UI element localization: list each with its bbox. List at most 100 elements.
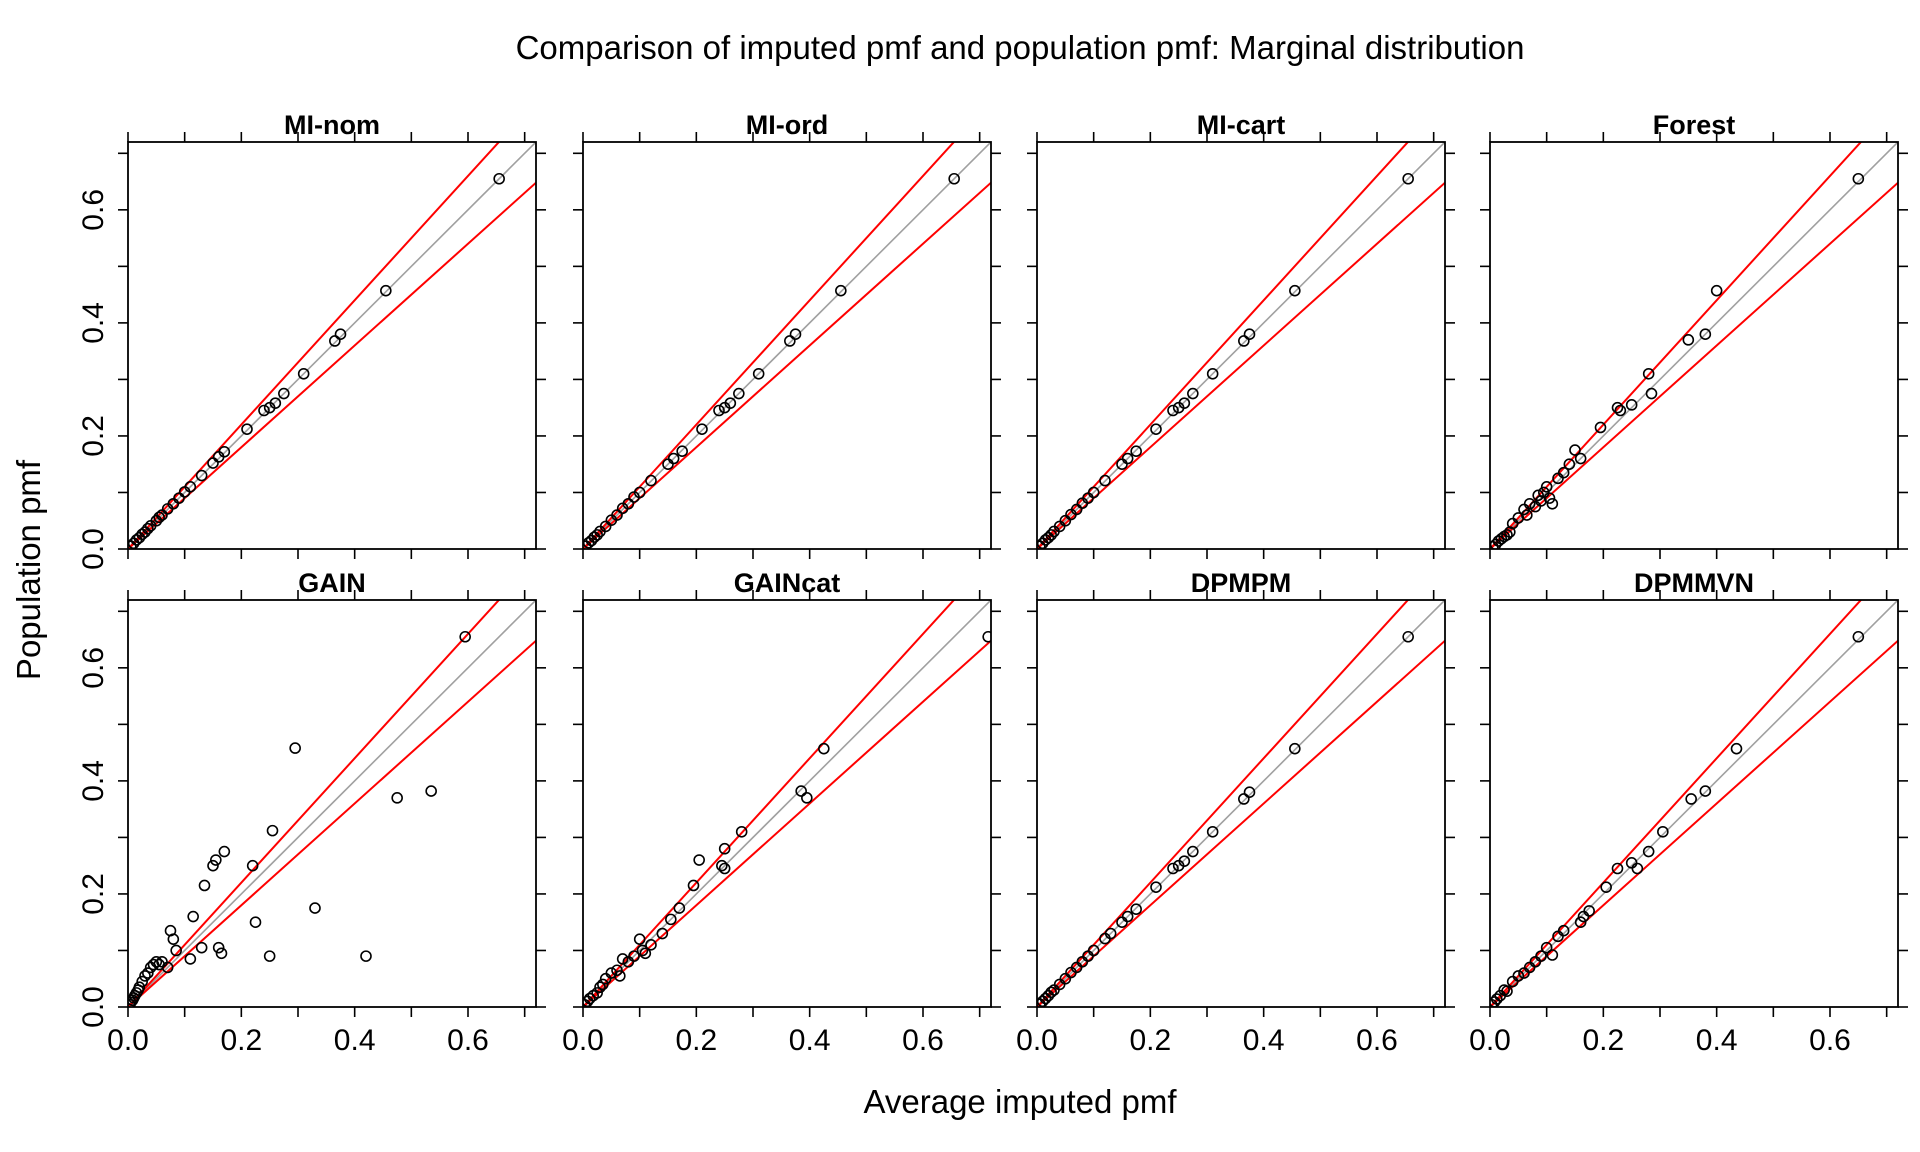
y-axis-label: Population pmf [10,459,47,680]
data-point [1167,404,1179,417]
data-point [1682,334,1695,346]
data-point [391,792,403,804]
data-point [696,423,708,435]
axis-ticks [1480,132,1908,559]
data-point [218,845,231,858]
data-point [1574,916,1587,929]
x-tick-label: 0.0 [562,1024,604,1057]
bound-line [583,142,956,549]
data-point [611,964,623,977]
x-tick-label: 0.2 [1129,1024,1171,1057]
data-point [1402,172,1414,185]
data-point [713,404,725,417]
data-point [718,842,731,855]
data-point [645,939,657,951]
data-point [249,916,262,929]
data-point [1187,387,1199,400]
data-point [215,947,228,960]
data-point [195,941,208,954]
data-point [835,284,847,297]
data-point [1187,845,1199,858]
panel-title: MI-cart [1197,110,1286,140]
data-point [184,953,197,965]
reference-lines [583,600,991,1007]
reference-lines [583,142,991,549]
data-point [1642,845,1655,858]
data-point [133,981,146,994]
data-point [1535,950,1547,962]
axis-ticks [573,132,1001,559]
data-point [676,445,688,458]
y-tick-label: 0.2 [77,873,110,915]
data-points [1037,630,1414,1007]
x-tick-label: 0.0 [107,1024,149,1057]
data-point [735,825,748,838]
reference-lines [128,600,536,1007]
data-point [636,944,649,957]
data-point [1130,903,1142,916]
data-point [153,511,165,524]
panel-mi-nom: MI-nom 0.0 0.2 0.4 0.6 [77,110,546,570]
data-point [784,335,796,347]
reference-lines [1037,142,1445,549]
y-tick-label: 0.6 [77,189,110,231]
data-point [1625,399,1638,411]
panel-mi-ord: MI-ord [573,110,1001,559]
plot-frame [582,141,992,550]
plot-frame [127,599,537,1008]
data-point [1243,328,1256,340]
data-point [1238,793,1250,805]
data-point [693,854,705,866]
data-point [639,947,652,960]
y-tick-label: 0.6 [77,647,110,689]
data-point [1402,630,1414,643]
data-point [633,933,646,945]
identity-line [128,600,536,1007]
reference-lines [1490,142,1898,549]
identity-line [1490,142,1898,549]
data-point [198,879,211,892]
identity-line [1490,600,1898,1007]
data-point [1540,941,1553,954]
bound-line [128,181,536,549]
data-point [1178,397,1191,409]
data-point [622,497,635,510]
data-point [752,367,765,380]
bound-line [583,639,991,1007]
data-point [1583,905,1595,917]
data-point [289,742,301,754]
data-point [982,630,991,643]
data-points [583,630,991,1007]
data-point [1532,489,1544,502]
data-point [1206,367,1219,380]
data-point [1611,862,1624,875]
x-tick-label: 0.0 [1469,1024,1511,1057]
data-point [1557,466,1570,479]
data-points [1490,630,1865,1007]
axis-ticks [573,590,1001,1017]
data-point [1645,387,1658,400]
data-point [1150,423,1162,435]
x-tick-label: 0.6 [1356,1024,1398,1057]
data-point [628,950,640,962]
plot-frame [1489,141,1899,550]
data-point [195,469,208,482]
data-point [1167,862,1179,875]
data-point [818,742,830,755]
axis-ticks [1027,590,1455,1017]
data-point [801,792,813,804]
data-point [687,879,700,892]
panel-gain: GAIN 0.0 0.2 0.4 0.6 0.0 0.2 0.4 0.6 [77,568,546,1057]
data-point [184,481,197,493]
panel-gaincat: GAINcat 0.0 0.2 0.4 0.6 [562,568,1001,1057]
data-point [142,522,154,535]
data-point [1523,497,1536,510]
data-point [616,953,629,965]
data-point [1557,924,1570,937]
axis-ticks [118,132,546,559]
data-point [1121,452,1134,465]
data-point [329,335,341,347]
data-point [1206,825,1219,838]
data-point [459,630,471,643]
